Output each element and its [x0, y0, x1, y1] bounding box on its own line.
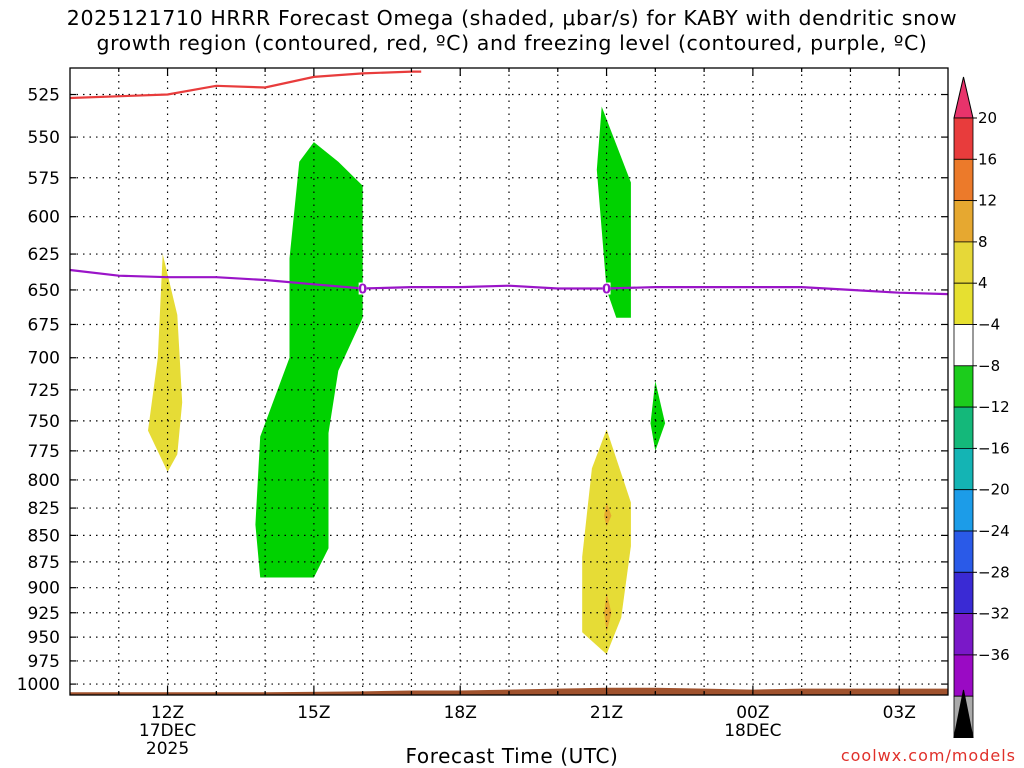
chart-title: 2025121710 HRRR Forecast Omega (shaded, … — [0, 6, 1024, 56]
colorbar-label: 12 — [978, 192, 997, 210]
y-tick-label: 825 — [28, 499, 60, 519]
x-tick-label: 00Z — [736, 703, 769, 723]
y-tick-label: 800 — [28, 471, 60, 491]
y-tick-label: 700 — [28, 349, 60, 369]
colorbar-bin-10 — [953, 489, 974, 532]
colorbar-bin-12 — [953, 571, 974, 614]
y-tick-label: 525 — [28, 86, 60, 106]
x-tick-label: 21Z — [590, 703, 623, 723]
colorbar-bin-8 — [953, 406, 974, 449]
omega-region-1 — [255, 142, 363, 578]
y-tick-label: 575 — [28, 169, 60, 189]
omega-region-6 — [604, 592, 612, 633]
colorbar: 20 16 12 8 4 −4 −8 −12 −16 −20 −24 −28 −32 −36 — [953, 76, 1010, 738]
colorbar-bin-2 — [953, 158, 974, 202]
colorbar-label: −32 — [978, 605, 1010, 623]
colorbar-label: −20 — [978, 481, 1010, 499]
x-tick-label: 18Z — [444, 703, 477, 723]
y-tick-label: 550 — [28, 128, 60, 148]
y-tick-label: 650 — [28, 281, 60, 301]
freezing-level-label-1: 0 — [602, 283, 611, 298]
y-tick-label: 975 — [28, 652, 60, 672]
x-tick-label: 12Z — [151, 703, 184, 723]
omega-region-3 — [650, 381, 666, 451]
omega-region-2 — [596, 106, 631, 318]
omega-region-0 — [148, 254, 183, 472]
y-tick-label: 675 — [28, 315, 60, 335]
omega-shading-layer — [148, 106, 666, 655]
y-tick-label: 725 — [28, 381, 60, 401]
colorbar-bin-3 — [953, 200, 974, 243]
colorbar-label: 20 — [978, 109, 997, 127]
colorbar-label: −24 — [978, 522, 1010, 540]
colorbar-bin-11 — [953, 530, 974, 573]
colorbar-label: 16 — [978, 150, 997, 168]
y-tick-label: 775 — [28, 442, 60, 462]
grid-layer — [70, 68, 948, 695]
chart-title-line-2: growth region (contoured, red, ºC) and f… — [96, 31, 928, 55]
chart-title-line-1: 2025121710 HRRR Forecast Omega (shaded, … — [66, 6, 958, 30]
freezing-level-contour — [69, 268, 949, 296]
freezing-label-bg-0 — [358, 282, 367, 295]
axes-layer: 525 550 575 600 625 650 675 700 725 750 775 800 825 8… — [17, 67, 949, 759]
colorbar-bin-5 — [953, 282, 974, 325]
x-tick-label: 17DEC — [139, 721, 196, 741]
colorbar-label: −4 — [978, 316, 1000, 334]
credit-link[interactable]: coolwx.com/models — [840, 746, 1016, 765]
y-tick-label: 850 — [28, 526, 60, 546]
colorbar-bottom-arrow — [953, 689, 974, 738]
colorbar-top-arrow — [953, 76, 974, 119]
omega-region-4 — [582, 429, 631, 655]
y-tick-label: 925 — [28, 604, 60, 624]
snow-growth-contour — [69, 70, 422, 100]
x-tick-label: 18DEC — [724, 721, 781, 741]
colorbar-bin-7 — [953, 365, 974, 408]
colorbar-bin-1 — [953, 117, 974, 160]
colorbar-bin-9 — [953, 447, 974, 491]
colorbar-label: 4 — [978, 274, 988, 292]
colorbar-label: −28 — [978, 563, 1010, 581]
y-tick-label: 750 — [28, 412, 60, 432]
omega-region-5 — [604, 502, 612, 527]
x-tick-label: 2025 — [146, 739, 189, 759]
x-axis-label: Forecast Time (UTC) — [405, 744, 619, 768]
y-tick-label: 875 — [28, 553, 60, 573]
colorbar-bin-6 — [953, 324, 974, 367]
colorbar-label: −36 — [978, 646, 1010, 664]
y-tick-label: 950 — [28, 628, 60, 648]
colorbar-bin-13 — [953, 613, 974, 656]
x-tick-label: 03Z — [883, 703, 916, 723]
colorbar-bin-4 — [953, 241, 974, 284]
freezing-level-label-0: 0 — [358, 283, 367, 298]
y-tick-label: 1000 — [17, 675, 60, 695]
y-tick-label: 625 — [28, 245, 60, 265]
y-tick-label: 900 — [28, 579, 60, 599]
colorbar-label: 8 — [978, 233, 988, 251]
colorbar-label: −16 — [978, 439, 1010, 457]
colorbar-label: −12 — [978, 398, 1010, 416]
colorbar-label: −8 — [978, 357, 1000, 375]
x-tick-label: 15Z — [297, 703, 330, 723]
y-tick-label: 600 — [28, 208, 60, 228]
freezing-label-bg-1 — [602, 282, 611, 295]
